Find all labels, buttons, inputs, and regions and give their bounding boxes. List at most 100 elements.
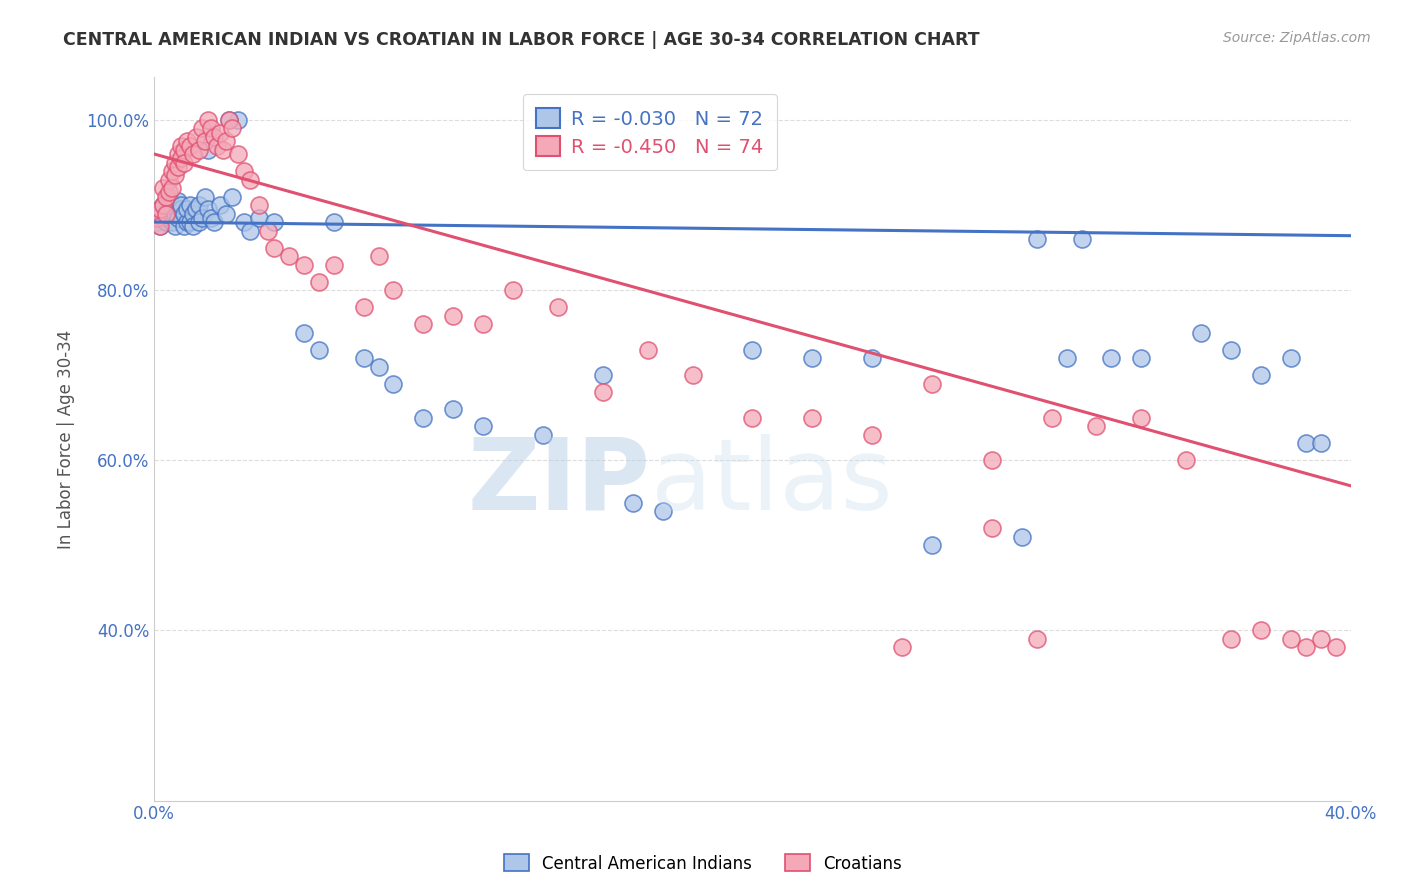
Point [188,198,211,212]
Text: CENTRAL AMERICAN INDIAN VS CROATIAN IN LABOR FORCE | AGE 30-34 CORRELATION CHART: CENTRAL AMERICAN INDIAN VS CROATIAN IN L… [63,31,980,49]
Point [980,453,1002,467]
Point [239,172,262,186]
Point [1175,453,1198,467]
Point [801,410,824,425]
Point [149,202,172,217]
Point [472,317,495,331]
Point [263,215,285,229]
Point [502,283,524,297]
Point [155,215,177,229]
Point [1220,343,1243,357]
Point [200,211,222,225]
Point [247,198,270,212]
Point [149,202,172,217]
Point [232,215,254,229]
Point [221,121,243,136]
Point [1295,640,1317,655]
Point [1070,232,1092,246]
Point [191,121,214,136]
Point [226,147,249,161]
Point [181,206,204,220]
Point [592,385,614,400]
Point [232,164,254,178]
Point [367,249,389,263]
Point [412,410,434,425]
Point [179,215,201,229]
Point [292,326,315,340]
Point [1130,351,1153,366]
Point [441,309,464,323]
Point [441,402,464,417]
Point [353,300,375,314]
Point [412,317,434,331]
Point [1189,326,1212,340]
Point [382,283,405,297]
Point [218,113,240,128]
Point [149,219,172,234]
Point [152,181,174,195]
Y-axis label: In Labor Force | Age 30-34: In Labor Force | Age 30-34 [58,329,75,549]
Point [167,211,190,225]
Point [173,143,195,157]
Point [160,198,183,212]
Point [157,186,180,200]
Point [382,376,405,391]
Point [1309,436,1331,450]
Point [1085,419,1108,434]
Point [197,202,219,217]
Legend: Central American Indians, Croatians: Central American Indians, Croatians [496,847,910,880]
Point [472,419,495,434]
Point [860,427,883,442]
Point [651,504,673,518]
Point [215,206,238,220]
Point [208,198,231,212]
Point [165,155,187,169]
Point [157,172,180,186]
Point [1324,640,1347,655]
Point [155,206,177,220]
Point [1220,632,1243,646]
Point [1279,351,1302,366]
Point [202,215,225,229]
Point [149,219,172,234]
Point [256,224,278,238]
Point [176,215,198,229]
Point [1309,632,1331,646]
Point [1056,351,1078,366]
Point [170,138,193,153]
Point [980,521,1002,535]
Point [152,211,174,225]
Point [167,160,190,174]
Point [221,189,243,203]
Point [181,219,204,234]
Point [179,198,201,212]
Point [531,427,554,442]
Point [637,343,659,357]
Point [547,300,569,314]
Point [308,343,330,357]
Point [152,198,174,212]
Point [741,410,763,425]
Point [165,169,187,183]
Point [194,189,217,203]
Point [682,368,704,383]
Point [197,113,219,128]
Point [194,134,217,148]
Point [921,376,943,391]
Point [152,198,174,212]
Point [184,130,207,145]
Point [157,202,180,217]
Legend: R = -0.030   N = 72, R = -0.450   N = 74: R = -0.030 N = 72, R = -0.450 N = 74 [523,95,778,170]
Point [226,113,249,128]
Point [1250,368,1272,383]
Point [860,351,883,366]
Text: ZIP: ZIP [468,434,651,531]
Point [202,130,225,145]
Point [176,202,198,217]
Point [367,359,389,374]
Point [155,206,177,220]
Point [184,202,207,217]
Point [165,219,187,234]
Point [157,189,180,203]
Text: Source: ZipAtlas.com: Source: ZipAtlas.com [1223,31,1371,45]
